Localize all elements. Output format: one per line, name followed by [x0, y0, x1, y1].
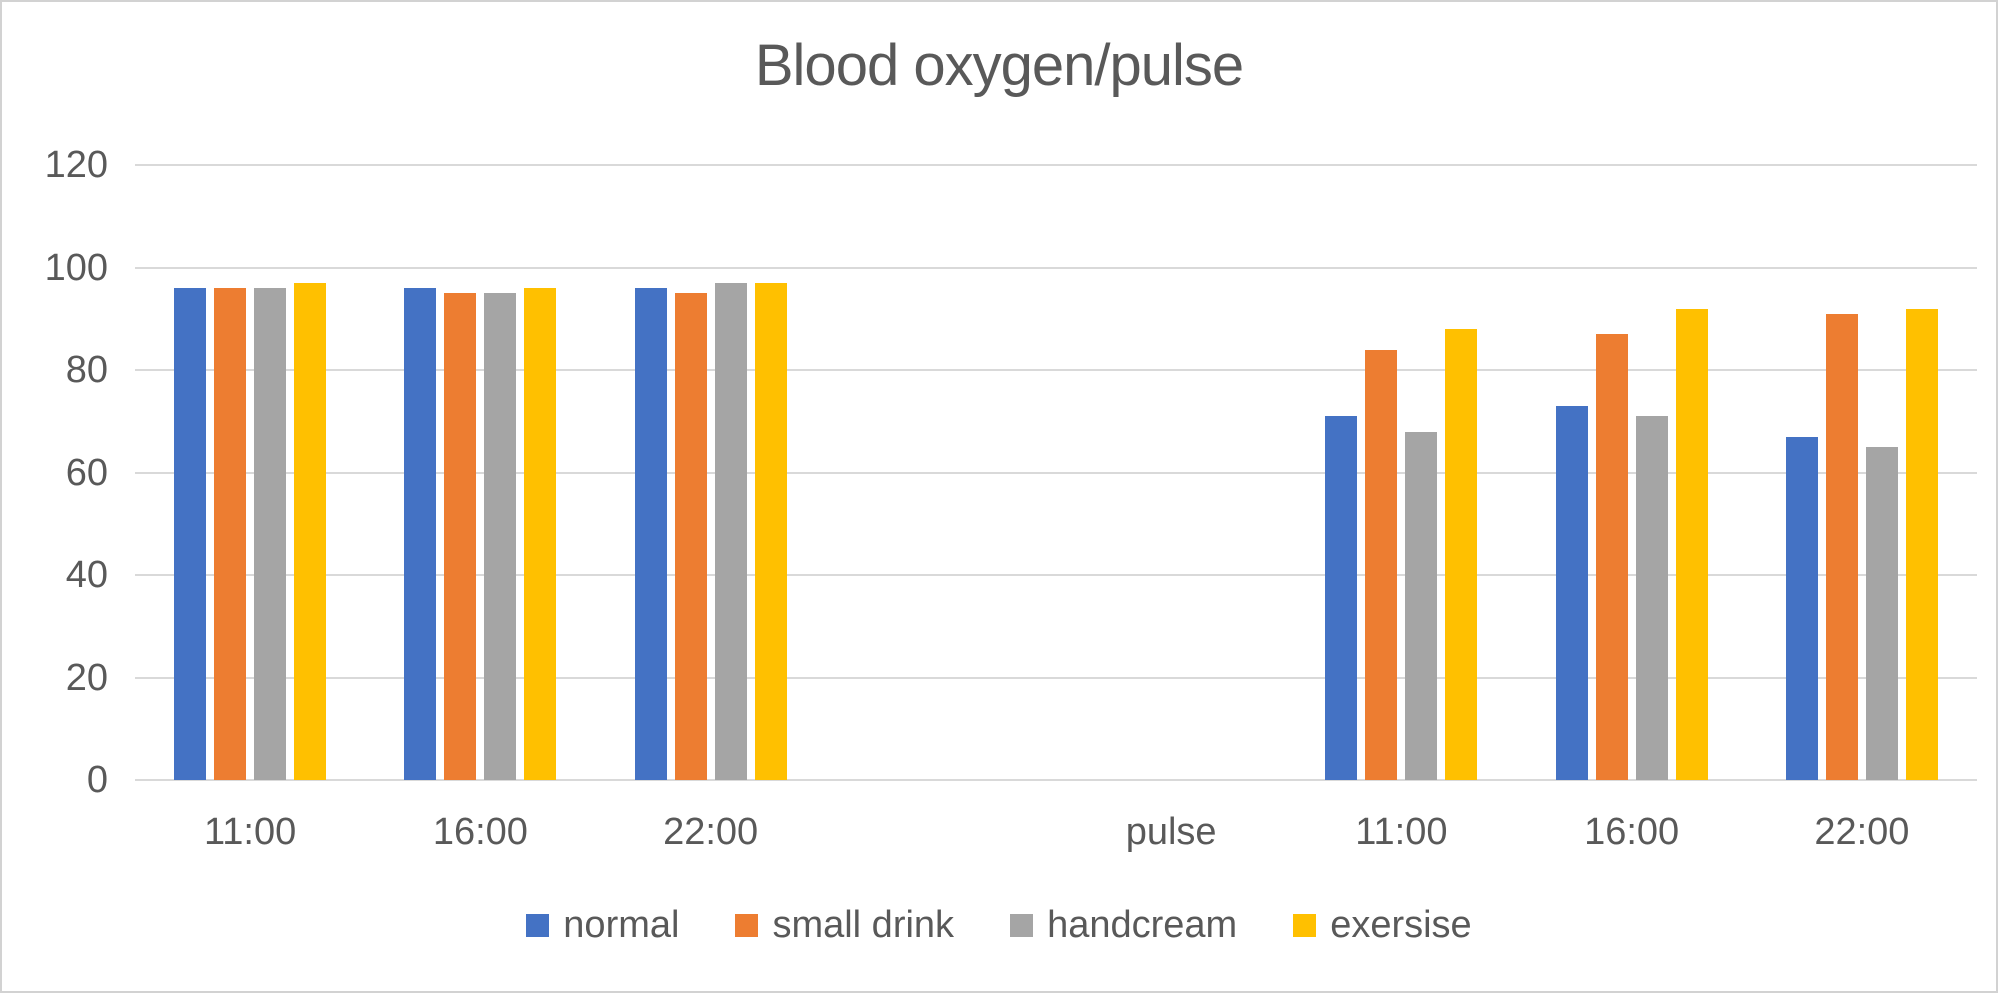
legend-swatch: [735, 913, 759, 937]
bar-exersise: [754, 282, 787, 780]
bar-small-drink: [1365, 349, 1398, 780]
x-category-label: 11:00: [1355, 811, 1448, 853]
bar-group: [135, 165, 365, 780]
bar-group: [1747, 165, 1977, 780]
gridline: [135, 471, 1977, 474]
bar-normal: [174, 288, 207, 780]
bar-group: [1517, 165, 1747, 780]
bar-group: [826, 165, 1056, 780]
bar-normal: [1785, 436, 1818, 780]
legend-swatch: [1293, 913, 1317, 937]
bar-handcream: [1405, 431, 1438, 780]
bar-handcream: [714, 282, 747, 780]
bar-handcream: [254, 288, 287, 780]
x-category-label: 22:00: [1814, 811, 1910, 853]
bar-group: [596, 165, 826, 780]
y-tick-label: 120: [44, 144, 108, 186]
bar-handcream: [484, 293, 517, 780]
y-tick-label: 40: [65, 554, 108, 596]
x-category-label: 11:00: [203, 811, 297, 853]
y-tick-label: 20: [65, 656, 108, 699]
x-category-label: 16:00: [432, 811, 528, 853]
bar-exersise: [1905, 308, 1938, 780]
plot-area: [135, 164, 1977, 781]
bar-group: [365, 165, 595, 780]
bar-small-drink: [674, 293, 707, 780]
bar-exersise: [294, 282, 327, 780]
bar-normal: [404, 288, 437, 780]
bar-small-drink: [214, 288, 247, 780]
bar-small-drink: [444, 293, 477, 780]
bar-normal: [1555, 405, 1588, 780]
bar-normal: [1325, 416, 1358, 780]
legend-item: normal: [526, 901, 679, 949]
gridline: [135, 779, 1977, 781]
legend-item: exersise: [1293, 901, 1472, 949]
chart-title: Blood oxygen/pulse: [754, 33, 1244, 98]
legend-label: handcream: [1047, 904, 1238, 946]
gridline: [135, 574, 1977, 576]
bar-small-drink: [1825, 313, 1858, 780]
gridline: [135, 676, 1977, 679]
bar-exersise: [1445, 329, 1478, 780]
bar-normal: [634, 288, 667, 780]
bar-small-drink: [1595, 334, 1628, 780]
y-tick-label: 60: [65, 451, 108, 494]
legend: normal small drink handcream exersise: [2, 901, 1996, 949]
legend-label: small drink: [772, 904, 955, 946]
legend-swatch: [526, 913, 550, 937]
bar-handcream: [1865, 446, 1898, 780]
gridline: [135, 164, 1977, 166]
bar-exersise: [1675, 308, 1708, 780]
x-category-label: pulse: [1125, 811, 1217, 853]
bar-group: [1286, 165, 1516, 780]
bar-handcream: [1635, 416, 1668, 780]
bar-exersise: [524, 288, 557, 780]
y-tick-label: 100: [44, 246, 108, 289]
y-tick-label: 80: [65, 349, 108, 391]
x-category-label: 16:00: [1584, 811, 1680, 853]
y-tick-label: 0: [86, 759, 108, 801]
gridline: [135, 369, 1977, 371]
legend-swatch: [1010, 913, 1034, 937]
legend-label: normal: [563, 904, 680, 946]
legend-item: small drink: [735, 901, 954, 949]
gridline: [135, 266, 1977, 269]
legend-label: exersise: [1330, 904, 1472, 946]
bar-group: [1056, 165, 1286, 780]
x-category-label: 22:00: [663, 811, 759, 853]
legend-item: handcream: [1010, 901, 1237, 949]
